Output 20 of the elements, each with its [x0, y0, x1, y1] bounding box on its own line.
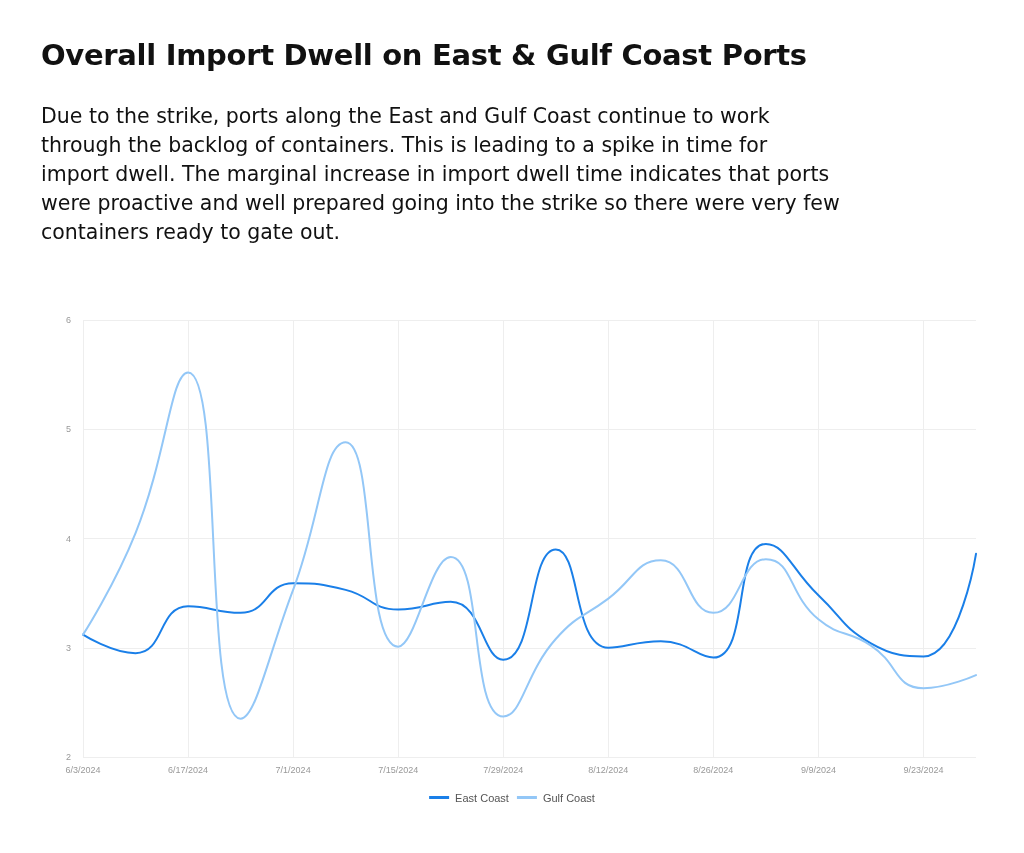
- line-series: [82, 542, 977, 661]
- y-tick-label: 5: [65, 424, 71, 435]
- x-tick-label: 6/3/2024: [65, 764, 101, 775]
- x-tick-label: 8/26/2024: [693, 764, 734, 775]
- legend-label: Gulf Coast: [542, 791, 595, 804]
- x-tick-label: 9/9/2024: [800, 764, 836, 775]
- x-tick-label: 7/15/2024: [378, 764, 419, 775]
- legend-label: East Coast: [455, 791, 509, 804]
- x-tick-label: 8/12/2024: [588, 764, 629, 775]
- line-series: [82, 371, 977, 720]
- y-tick-label: 6: [65, 315, 71, 325]
- y-tick-label: 2: [65, 752, 71, 762]
- x-tick-label: 7/1/2024: [275, 764, 311, 775]
- x-tick-label: 7/29/2024: [483, 764, 524, 775]
- chart-title: Overall Import Dwell on East & Gulf Coast Ports: [41, 38, 807, 72]
- y-tick-label: 3: [65, 642, 71, 653]
- x-tick-label: 6/17/2024: [168, 764, 209, 775]
- y-tick-label: 4: [65, 533, 71, 544]
- x-tick-label: 9/23/2024: [903, 764, 944, 775]
- chart-subtitle: Due to the strike, ports along the East and Gulf Coast continue to work through the backlog of containers. This is leading to a spike in time for import dwell. The marginal increase in import dwell time indicates that ports were proactive and well prepared going into the strike so there were very few containers ready to gate out.: [41, 103, 841, 246]
